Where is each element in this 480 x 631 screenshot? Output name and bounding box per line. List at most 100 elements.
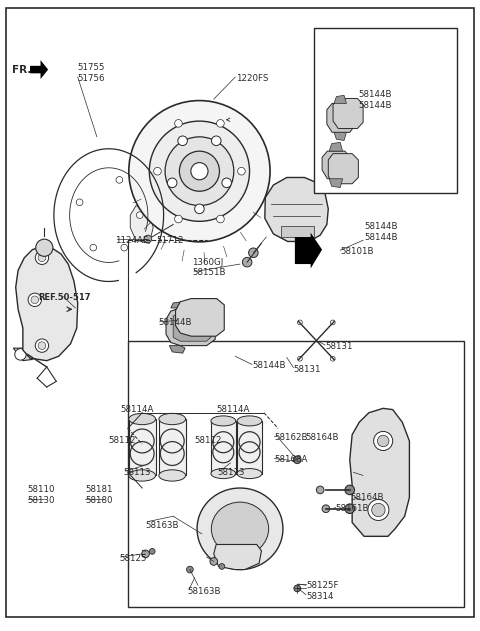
Circle shape <box>210 558 217 565</box>
Polygon shape <box>129 419 156 476</box>
Circle shape <box>15 349 26 360</box>
Circle shape <box>165 137 234 206</box>
Ellipse shape <box>197 488 283 570</box>
Polygon shape <box>30 60 48 79</box>
Circle shape <box>36 239 53 256</box>
Text: 58114A: 58114A <box>120 405 154 414</box>
Polygon shape <box>13 348 33 361</box>
Bar <box>314 28 456 192</box>
Polygon shape <box>176 298 224 336</box>
Text: 58112: 58112 <box>109 437 136 445</box>
Ellipse shape <box>159 470 186 481</box>
Circle shape <box>216 215 224 223</box>
Circle shape <box>38 342 46 350</box>
Polygon shape <box>173 312 211 341</box>
Circle shape <box>219 563 225 569</box>
Polygon shape <box>166 308 215 346</box>
Text: 58181: 58181 <box>85 485 112 495</box>
Text: 58164B: 58164B <box>351 493 384 502</box>
Circle shape <box>322 505 330 512</box>
Circle shape <box>345 504 355 514</box>
Circle shape <box>35 339 48 352</box>
Ellipse shape <box>237 469 262 478</box>
Polygon shape <box>329 179 343 187</box>
Polygon shape <box>171 302 185 308</box>
Text: 58112: 58112 <box>195 437 222 445</box>
Text: 58113: 58113 <box>217 468 245 477</box>
Ellipse shape <box>237 416 262 426</box>
Bar <box>128 341 464 607</box>
Text: 58114A: 58114A <box>216 405 250 414</box>
Text: 58110: 58110 <box>28 485 55 495</box>
Circle shape <box>372 504 385 517</box>
Text: 58144B: 58144B <box>364 233 397 242</box>
Circle shape <box>149 121 250 221</box>
Polygon shape <box>237 421 262 474</box>
Polygon shape <box>16 247 78 361</box>
Circle shape <box>180 151 219 191</box>
Circle shape <box>216 120 224 127</box>
Circle shape <box>168 178 177 187</box>
Text: 58314: 58314 <box>307 592 334 601</box>
Polygon shape <box>214 545 262 570</box>
Circle shape <box>373 432 393 451</box>
Polygon shape <box>328 153 359 184</box>
Circle shape <box>191 163 208 180</box>
Text: 51756: 51756 <box>78 74 105 83</box>
Text: 58161B: 58161B <box>336 504 369 513</box>
Circle shape <box>222 178 231 187</box>
Ellipse shape <box>129 470 156 481</box>
Circle shape <box>187 566 193 573</box>
Ellipse shape <box>211 416 236 426</box>
Circle shape <box>90 244 96 251</box>
Text: 58131: 58131 <box>325 342 352 351</box>
Polygon shape <box>295 233 322 268</box>
Text: 58164B: 58164B <box>306 433 339 442</box>
Circle shape <box>238 167 245 175</box>
Text: 1124AE: 1124AE <box>115 236 148 245</box>
Polygon shape <box>265 177 328 242</box>
Text: 1220FS: 1220FS <box>236 74 268 83</box>
Polygon shape <box>159 419 186 476</box>
Circle shape <box>175 120 182 127</box>
Text: FR.: FR. <box>12 64 31 74</box>
Circle shape <box>136 212 143 218</box>
Text: 58125F: 58125F <box>307 581 339 591</box>
Text: REF.50-517: REF.50-517 <box>38 293 91 302</box>
Circle shape <box>212 136 221 146</box>
Text: 51755: 51755 <box>78 63 105 72</box>
Polygon shape <box>350 408 409 536</box>
Circle shape <box>195 204 204 214</box>
Polygon shape <box>130 206 153 244</box>
Text: 58130: 58130 <box>28 496 55 505</box>
Polygon shape <box>329 143 343 151</box>
Circle shape <box>377 435 389 447</box>
Polygon shape <box>169 346 185 353</box>
Text: 58151B: 58151B <box>192 268 226 278</box>
Circle shape <box>129 100 270 242</box>
Circle shape <box>242 257 252 267</box>
Text: 51712: 51712 <box>156 236 184 245</box>
Circle shape <box>28 293 41 307</box>
Polygon shape <box>322 151 350 179</box>
Ellipse shape <box>211 502 269 555</box>
Circle shape <box>76 199 83 206</box>
Ellipse shape <box>129 413 156 425</box>
Text: 58131: 58131 <box>293 365 321 374</box>
Text: 58144B: 58144B <box>359 101 392 110</box>
Polygon shape <box>334 95 347 103</box>
Circle shape <box>31 296 38 304</box>
Text: 58144B: 58144B <box>252 361 286 370</box>
Circle shape <box>35 251 48 264</box>
Circle shape <box>121 244 128 251</box>
Ellipse shape <box>159 413 186 425</box>
Text: 58168A: 58168A <box>275 456 308 464</box>
Text: 58163B: 58163B <box>145 521 179 529</box>
Polygon shape <box>211 421 236 474</box>
Circle shape <box>175 215 182 223</box>
Circle shape <box>368 500 389 521</box>
Text: 58113: 58113 <box>123 468 151 477</box>
Text: 58144B: 58144B <box>359 90 392 99</box>
Circle shape <box>178 136 187 146</box>
Text: 58162B: 58162B <box>275 433 308 442</box>
